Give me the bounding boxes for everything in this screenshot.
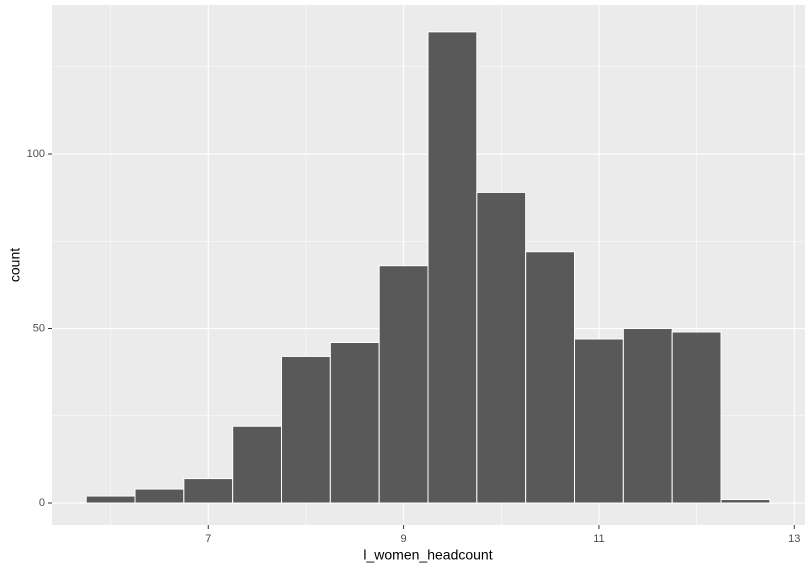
bar [574,338,624,504]
bar [134,488,185,504]
x-axis-title: l_women_headcount [363,547,492,563]
bar [720,499,771,504]
bar [281,355,331,504]
bar [378,265,429,504]
x-tick-label: 11 [593,533,604,545]
x-tick-label: 13 [788,533,800,545]
bar [671,331,722,504]
y-tick-label: 0 [39,497,45,509]
y-axis-title: count [7,248,23,282]
bar [232,425,283,504]
x-tick-label: 7 [205,533,211,545]
bar [329,341,380,504]
x-tick-label: 9 [401,533,407,545]
bar [525,251,576,504]
bar [476,191,527,504]
bar [622,328,673,504]
bar [85,495,136,504]
bar [183,478,234,504]
bar [427,31,478,504]
y-tick-label: 100 [27,148,45,160]
y-tick-label: 50 [33,322,45,334]
